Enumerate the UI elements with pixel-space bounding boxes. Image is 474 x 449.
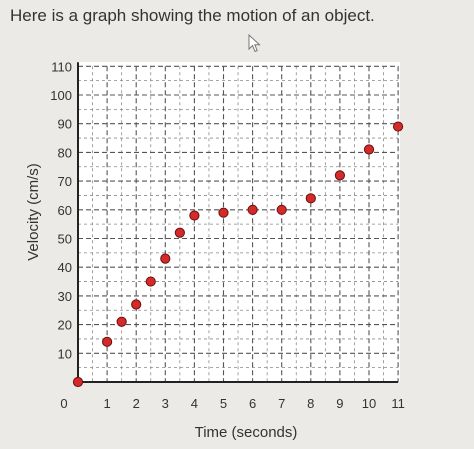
- y-tick-label: 80: [58, 145, 72, 160]
- x-tick-label: 2: [133, 396, 140, 411]
- x-tick-labels: 0 1 2 3 4 5 6 7 8 9 10 11: [60, 396, 404, 411]
- data-point: [305, 193, 316, 204]
- data-point: [218, 207, 229, 218]
- data-point: [363, 144, 375, 155]
- mouse-cursor-icon: [248, 34, 261, 53]
- y-tick-label: 110: [51, 59, 72, 74]
- x-tick-label: 10: [362, 396, 376, 411]
- data-point: [72, 376, 84, 388]
- y-tick-labels: 10 20 30 40 50 60 70 80 90 100 110: [50, 59, 72, 361]
- x-tick-label: 11: [391, 396, 405, 411]
- y-tick-label: 40: [58, 260, 72, 275]
- data-point: [334, 170, 345, 181]
- data-point: [116, 316, 127, 327]
- data-point: [145, 276, 156, 287]
- y-axis-title: Velocity (cm/s): [25, 163, 42, 261]
- y-tick-label: 60: [58, 203, 72, 218]
- y-tick-label: 70: [58, 174, 72, 189]
- plot-area: [78, 62, 400, 382]
- x-tick-label: 5: [220, 396, 227, 411]
- data-point: [276, 204, 287, 215]
- x-tick-label: 0: [60, 396, 67, 411]
- x-tick-label: 6: [249, 396, 256, 411]
- data-point: [393, 121, 404, 132]
- question-text: Here is a graph showing the motion of an…: [10, 6, 375, 25]
- data-point: [174, 227, 185, 238]
- x-tick-label: 1: [103, 396, 110, 411]
- x-tick-label: 7: [278, 396, 285, 411]
- data-point: [247, 204, 258, 215]
- x-tick-label: 8: [307, 396, 314, 411]
- x-axis-title: Time (seconds): [195, 424, 298, 441]
- y-tick-label: 20: [58, 318, 72, 333]
- data-point: [102, 336, 113, 347]
- grid-lines: [78, 65, 399, 382]
- y-tick-label: 50: [58, 232, 72, 247]
- axes: [77, 62, 399, 383]
- y-tick-label: 90: [58, 117, 72, 132]
- x-tick-label: 3: [162, 396, 169, 411]
- y-tick-label: 10: [58, 346, 72, 361]
- data-points: [72, 121, 404, 388]
- y-tick-label: 30: [58, 289, 72, 304]
- data-point: [189, 210, 200, 221]
- data-point: [131, 299, 142, 310]
- y-tick-label: 100: [50, 88, 72, 103]
- x-tick-label: 4: [191, 396, 198, 411]
- data-point: [160, 253, 171, 264]
- x-tick-label: 9: [336, 396, 343, 411]
